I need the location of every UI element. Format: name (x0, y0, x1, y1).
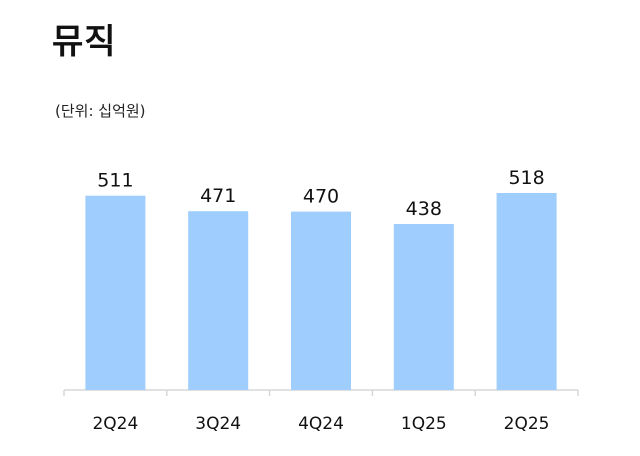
bar-1Q25 (393, 224, 454, 390)
x-tick-label-2Q25: 2Q25 (504, 414, 550, 434)
chart-title: 뮤직 (52, 22, 117, 62)
bar-2Q24 (85, 195, 146, 390)
unit-label: (단위: 십억원) (55, 102, 146, 120)
data-label-2Q24: 511 (97, 170, 133, 192)
x-tick-label-4Q24: 4Q24 (298, 414, 344, 434)
bar-4Q24 (291, 211, 351, 390)
data-label-4Q24: 470 (303, 186, 339, 208)
x-tick-label-1Q25: 1Q25 (401, 414, 447, 434)
x-tick-label-2Q24: 2Q24 (92, 414, 138, 434)
x-tick-label-3Q24: 3Q24 (195, 414, 241, 434)
data-label-1Q25: 438 (406, 198, 442, 220)
data-label-3Q24: 471 (200, 185, 236, 207)
bar-2Q25 (496, 193, 557, 390)
bar-3Q24 (188, 211, 249, 390)
data-label-2Q25: 518 (508, 167, 544, 189)
